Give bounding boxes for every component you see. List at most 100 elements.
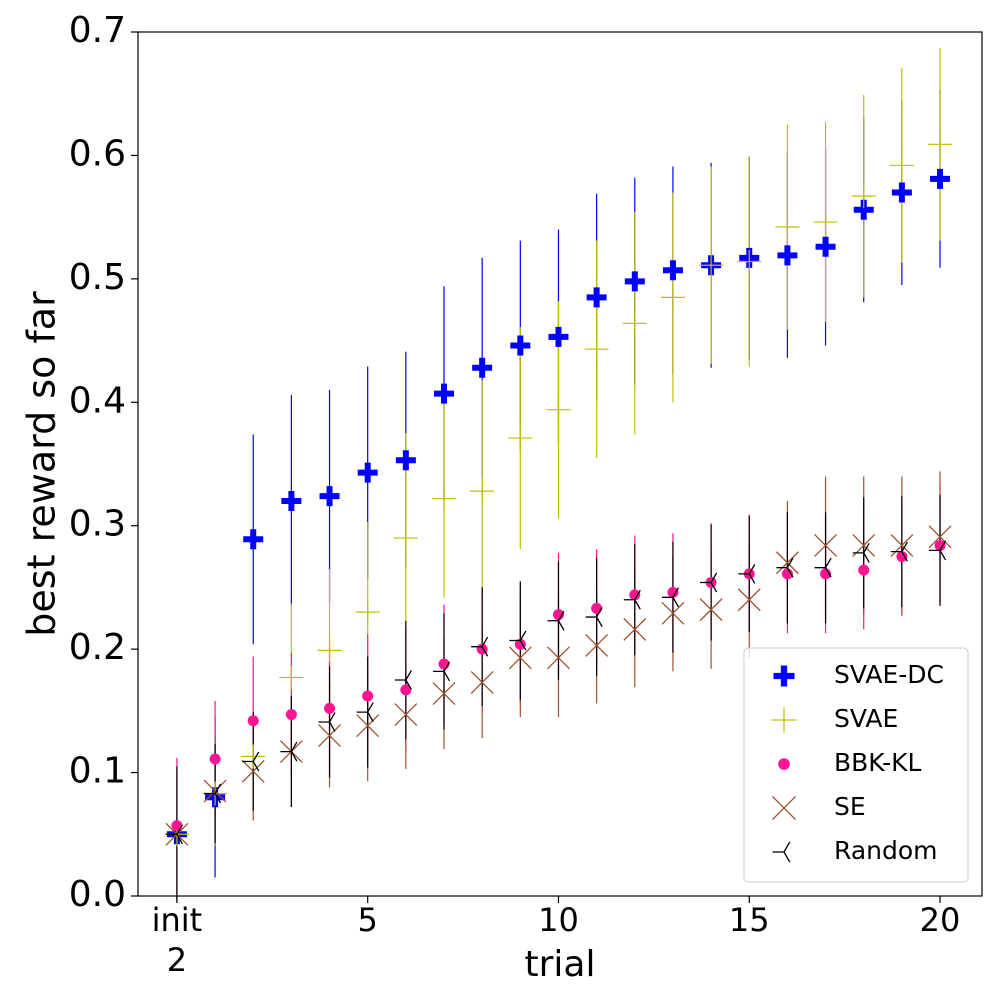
marker [775,551,799,575]
y-tick-label: 0.0 [69,874,126,915]
marker-shape [319,486,340,507]
marker-shape [896,551,908,563]
marker [395,450,416,471]
marker-shape [509,630,527,651]
marker [738,563,756,584]
marker [820,568,832,580]
marker [324,702,336,714]
x-axis-label: trial [525,944,596,985]
marker-shape [324,702,336,714]
marker-shape [629,589,641,601]
marker-shape [772,841,791,863]
marker-shape [241,744,266,769]
marker-shape [738,563,756,584]
x-tick-label: 5 [357,901,378,939]
marker [662,260,683,281]
marker [362,690,374,702]
marker-shape [548,326,569,347]
marker-shape [547,646,570,670]
marker-shape [432,486,457,511]
marker [243,529,264,550]
marker-shape [318,712,336,732]
marker-shape [775,215,800,240]
marker-shape [591,602,603,614]
marker-shape [929,540,947,561]
marker [737,249,762,274]
y-tick-label: 0.7 [69,10,126,51]
marker [400,684,412,696]
marker-shape [508,646,532,670]
marker-shape [204,783,222,804]
marker [510,335,531,356]
marker-shape [776,557,794,578]
marker-shape [662,260,683,281]
marker [434,383,455,404]
marker [432,682,456,706]
marker [814,534,838,557]
marker-shape [247,715,259,727]
marker-shape [813,210,838,235]
marker [394,703,418,727]
marker-shape [585,607,603,627]
marker [889,153,914,178]
marker-shape [852,542,870,563]
marker-shape [470,671,494,694]
marker [318,724,342,748]
marker [890,534,914,557]
marker-shape [279,665,304,690]
marker-shape [815,236,836,257]
marker-shape [771,795,797,821]
marker-shape [930,168,951,189]
marker-shape [891,182,912,203]
x-tick-label: 20 [919,901,961,939]
legend-label: SVAE-DC [834,660,944,689]
marker-shape [394,670,412,690]
marker-shape [318,724,342,748]
marker [771,707,797,733]
marker-shape [356,702,374,722]
marker-shape [508,426,533,451]
marker-shape [209,753,221,765]
marker-shape [586,287,607,308]
marker-shape [552,609,564,621]
marker-shape [623,589,641,610]
marker-shape [470,479,495,504]
marker [356,702,374,722]
marker [699,253,724,278]
marker-shape [317,638,342,663]
marker-shape [355,600,380,625]
legend-label: SE [834,792,866,821]
marker [357,462,378,483]
y-axis-label: best reward so far [20,291,64,637]
y-tick-label: 0.6 [69,133,126,174]
marker [624,271,645,292]
marker-shape [851,184,876,209]
marker [280,741,298,762]
marker [394,670,412,690]
marker-shape [623,617,647,641]
marker-shape [781,568,793,580]
marker [778,758,790,770]
marker [773,665,795,687]
marker [281,491,302,512]
marker [508,646,532,670]
marker [470,479,495,504]
marker-shape [699,598,723,622]
marker-shape [775,551,799,575]
marker [432,486,457,511]
marker [629,589,641,601]
legend-box [743,647,969,883]
marker-shape [510,335,531,356]
marker [547,646,570,670]
marker [586,287,607,308]
marker-shape [203,779,227,803]
marker [165,824,183,845]
marker [279,665,304,690]
marker [851,184,876,209]
marker-shape [778,758,790,770]
marker-shape [362,690,374,702]
legend-label: Random [834,836,938,865]
marker [928,132,953,157]
marker [241,759,265,783]
marker-shape [660,285,685,310]
